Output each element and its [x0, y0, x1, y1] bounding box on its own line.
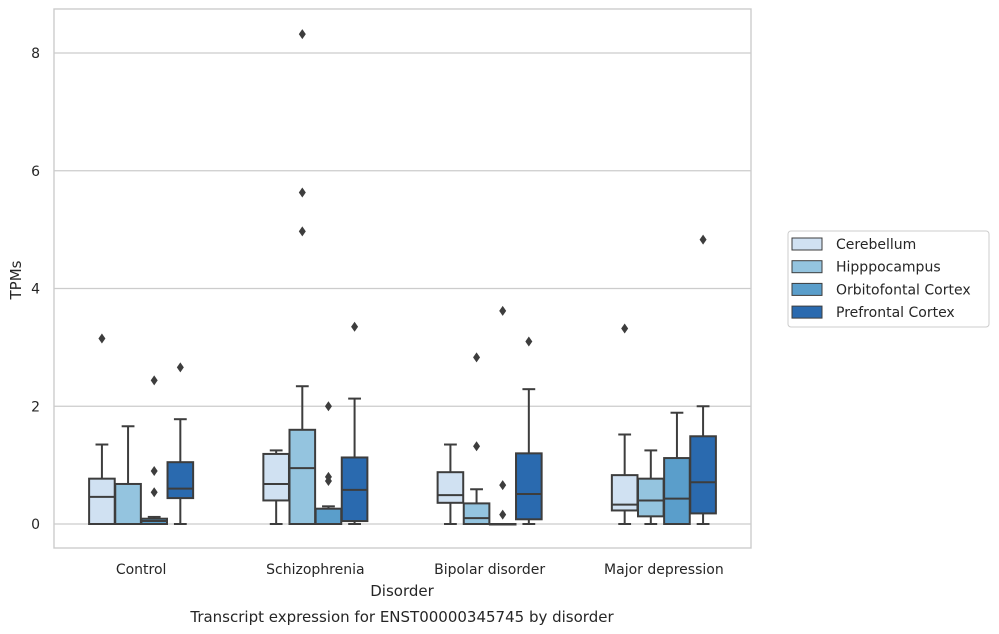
- outlier-point: [499, 305, 507, 316]
- x-tick-label: Bipolar disorder: [434, 562, 545, 578]
- outlier-point: [499, 509, 507, 520]
- legend-frame: [787, 230, 990, 328]
- outlier-point: [473, 441, 481, 452]
- outlier-point: [499, 480, 507, 491]
- legend-label: Cerebellum: [836, 237, 916, 253]
- box-2-2: [288, 29, 317, 525]
- box-4-1: [166, 362, 195, 525]
- outlier-point: [150, 466, 158, 477]
- plot-frame: [53, 8, 752, 549]
- outlier-point: [176, 362, 184, 373]
- x-tick-label: Schizophrenia: [266, 562, 364, 578]
- outlier-point: [699, 234, 707, 245]
- outlier-point: [525, 336, 533, 347]
- legend-label: Orbitofontal Cortex: [836, 282, 971, 298]
- legend-swatch: [791, 305, 823, 319]
- legend-swatch: [791, 237, 823, 251]
- box-1-1: [88, 333, 116, 526]
- box-body: [114, 482, 142, 525]
- box-body: [636, 477, 665, 518]
- box-3-2: [314, 401, 343, 526]
- chart-caption: Transcript expression for ENST0000034574…: [189, 608, 614, 626]
- legend-swatch: [791, 260, 823, 274]
- box-1-4: [610, 323, 639, 525]
- box-4-2: [340, 321, 369, 525]
- box-body: [314, 507, 343, 526]
- y-tick-label: 2: [31, 399, 40, 415]
- box-4-3: [515, 336, 543, 525]
- boxes: [88, 29, 717, 526]
- y-axis-label: TPMs: [7, 260, 25, 300]
- outlier-point: [621, 323, 629, 334]
- legend-label: Prefrontal Cortex: [836, 305, 955, 321]
- x-tick-label: Major depression: [604, 562, 724, 578]
- box-body: [166, 461, 195, 500]
- box-body: [262, 452, 290, 502]
- legend: Cerebellum Hipppocampus Orbitofontal Corte…: [787, 230, 990, 328]
- box-1-2: [262, 449, 290, 525]
- legend-swatch: [791, 282, 823, 296]
- y-tick-label: 8: [31, 46, 40, 62]
- x-tick-label: Control: [116, 562, 167, 578]
- outlier-point: [324, 401, 332, 412]
- outlier-point: [351, 321, 359, 332]
- box-body: [663, 457, 691, 525]
- box-3-4: [663, 411, 691, 525]
- outlier-point: [98, 333, 106, 344]
- outlier-point: [150, 375, 158, 386]
- outlier-point: [298, 187, 306, 198]
- legend-label: Hipppocampus: [836, 260, 941, 276]
- box-2-1: [114, 425, 142, 525]
- box-1-3: [436, 443, 465, 525]
- outlier-point: [324, 471, 332, 482]
- box-body: [462, 502, 491, 525]
- box-body: [288, 428, 317, 525]
- y-tick-label: 6: [31, 164, 40, 180]
- box-2-3: [462, 352, 491, 525]
- outlier-point: [473, 352, 481, 363]
- box-2-4: [636, 449, 665, 525]
- outlier-point: [298, 226, 306, 237]
- x-axis-label: Disorder: [370, 582, 434, 600]
- box-body: [689, 435, 717, 515]
- outlier-point: [298, 29, 306, 40]
- outlier-point: [150, 487, 158, 498]
- box-body: [436, 471, 465, 504]
- box-4-4: [689, 234, 717, 525]
- axes: 0 2 4 6 8 Control Schizophrenia Bipolar disorde…: [31, 8, 752, 578]
- y-tick-label: 0: [31, 517, 40, 533]
- grid-lines: [54, 52, 751, 525]
- box-3-3: [488, 305, 517, 526]
- box-body: [515, 452, 543, 521]
- y-tick-label: 4: [31, 282, 40, 298]
- box-3-1: [140, 375, 169, 525]
- box-body: [88, 477, 116, 526]
